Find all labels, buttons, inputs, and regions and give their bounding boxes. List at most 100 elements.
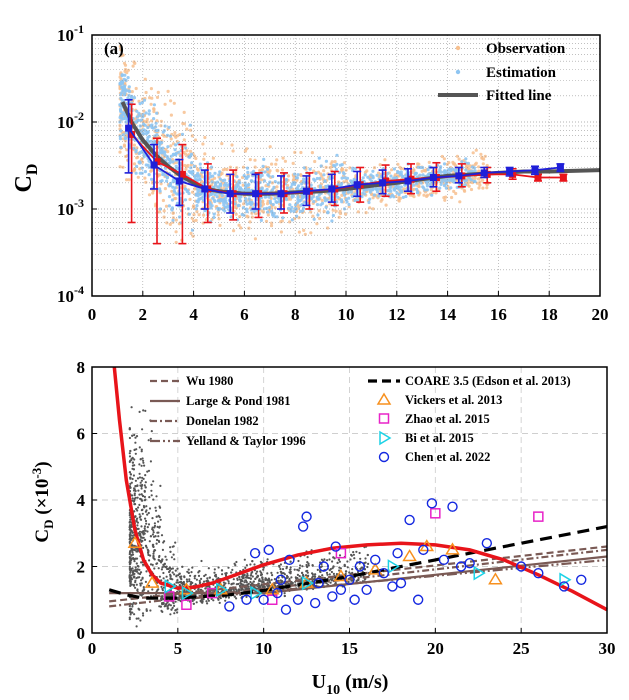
est-point [266,173,270,177]
obs-point [240,588,243,592]
obs-point [358,551,361,555]
est-point [392,195,396,199]
obs-point [458,200,462,204]
obs-point [175,581,178,584]
est-point [146,130,150,134]
obs-point [140,579,143,582]
chen-marker [395,577,407,589]
est-point [138,161,142,165]
x-tick-label: 10 [255,639,272,658]
obs-point [253,158,257,162]
obs-point [171,193,175,197]
est-point [186,189,190,193]
obs-point [145,608,148,611]
obs-point [266,558,269,561]
est-point [371,169,375,173]
obs-point [249,563,252,566]
vickers-marker [402,549,417,562]
obs-point [136,521,139,524]
legend-label: Fitted line [486,88,552,104]
y-tick-base: 10 [57,287,74,306]
obs-point [320,198,324,203]
obs-point [145,570,148,573]
est-point [247,197,251,201]
obs-point [144,481,147,484]
est-point [194,207,198,211]
est-point [137,111,141,115]
est-point [126,89,131,93]
estimation-mean-marker [201,185,209,193]
vickers-marker [333,569,349,582]
obs-point [164,555,167,558]
chen-marker [313,577,324,589]
obs-point [278,565,281,569]
est-point [413,172,417,176]
obs-point [218,601,221,605]
y-tick-exp: -3 [74,196,84,210]
obs-point [402,187,406,191]
obs-point [315,222,319,226]
estimation-mean-marker [226,190,234,198]
obs-point [186,163,190,168]
obs-point [163,187,167,191]
y-tick-label: 8 [77,358,86,377]
obs-point [479,152,483,156]
obs-point [245,564,248,567]
est-point [296,173,300,177]
est-point [268,205,272,210]
obs-point [163,540,166,543]
obs-point [131,611,134,614]
obs-point [122,143,126,147]
obs-point [131,603,134,606]
est-point [158,148,162,152]
obs-point [261,585,264,589]
est-point [318,186,323,190]
obs-point [133,61,137,65]
est-point [216,180,220,184]
obs-point [256,570,259,573]
obs-point [227,566,230,569]
obs-point [151,533,154,536]
obs-point [273,578,276,581]
obs-point [157,535,160,538]
est-point [392,176,396,180]
obs-point [192,213,196,217]
obs-point [276,579,280,582]
obs-point [454,164,458,168]
obs-point [143,538,147,541]
est-point [249,179,254,183]
legend-marker [379,430,392,446]
obs-point [344,212,348,216]
est-point [213,171,217,175]
obs-point [136,155,140,159]
obs-point [353,557,356,560]
obs-point [128,526,132,529]
obs-point [168,603,171,606]
est-point [132,146,136,151]
obs-point [186,580,189,583]
obs-point [130,90,134,94]
obs-point [255,572,258,575]
est-point [218,177,222,181]
legend-label: Zhao et al. 2015 [405,412,490,426]
obs-point [136,509,139,512]
obs-point [128,538,131,541]
obs-point [188,578,191,581]
obs-point [280,219,284,223]
obs-point [152,531,155,534]
obs-point [352,551,355,554]
obs-point [232,578,235,581]
est-point [263,170,267,174]
est-point [158,187,162,191]
obs-point [171,216,175,220]
obs-point [352,553,355,556]
obs-point [450,195,454,200]
est-point [155,111,159,115]
obs-point [442,157,446,161]
obs-point [195,601,198,604]
obs-point [140,493,143,496]
obs-point [383,158,387,162]
obs-point [128,605,131,608]
obs-point [144,474,147,477]
obs-point [243,149,247,153]
